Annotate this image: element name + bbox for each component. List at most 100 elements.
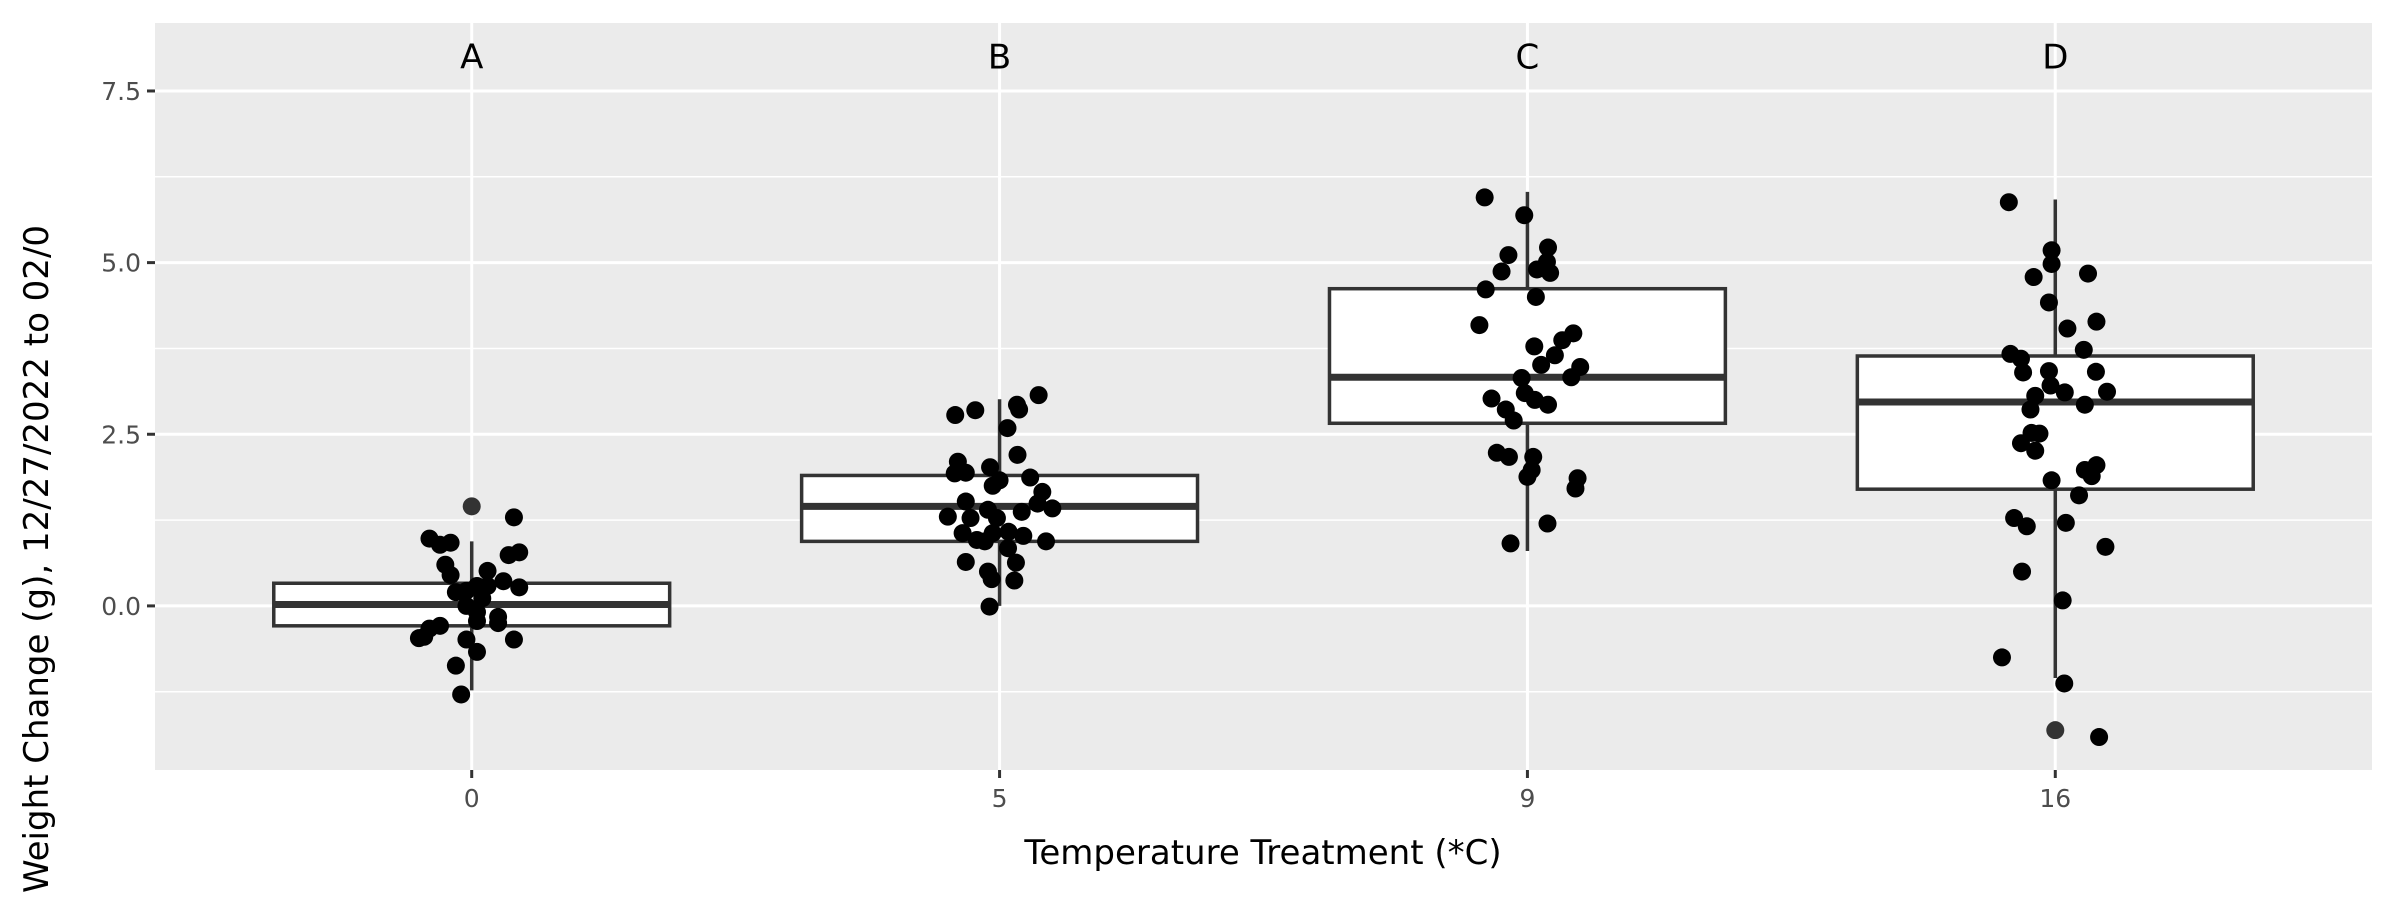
data-point — [504, 630, 523, 649]
outlier-point — [462, 497, 481, 516]
data-point — [457, 630, 476, 649]
x-tick-label: 9 — [1519, 784, 1535, 813]
data-point — [494, 572, 513, 591]
data-point — [1526, 287, 1545, 306]
data-point — [987, 509, 1006, 528]
data-point — [2053, 591, 2072, 610]
data-point — [409, 629, 428, 648]
data-point — [2042, 254, 2061, 273]
outlier-point — [2046, 721, 2065, 740]
group-letter-label: A — [460, 38, 483, 78]
boxes — [272, 191, 2255, 740]
data-point — [2058, 319, 2077, 338]
data-point — [2042, 471, 2061, 490]
data-point — [2074, 340, 2093, 359]
data-point — [966, 401, 985, 420]
data-point — [1504, 411, 1523, 430]
data-point — [1005, 571, 1024, 590]
data-point — [956, 463, 975, 482]
data-point — [1029, 386, 1048, 405]
data-point — [2096, 537, 2115, 556]
data-point — [961, 509, 980, 528]
data-point — [1992, 648, 2011, 667]
x-tick-label: 0 — [464, 784, 480, 813]
data-point — [2090, 728, 2109, 747]
data-point — [1482, 389, 1501, 408]
data-point — [1470, 316, 1489, 335]
data-point — [452, 685, 471, 704]
data-point — [1037, 532, 1056, 551]
data-point — [2021, 400, 2040, 419]
data-point — [441, 566, 460, 585]
data-point — [1539, 238, 1558, 257]
data-point — [1538, 514, 1557, 533]
data-point — [1512, 368, 1531, 387]
data-point — [1476, 280, 1495, 299]
data-point — [1999, 193, 2018, 212]
data-point — [2086, 362, 2105, 381]
data-point — [2055, 383, 2074, 402]
data-point — [2014, 363, 2033, 382]
data-point — [1562, 368, 1581, 387]
data-point — [1501, 534, 1520, 553]
data-point — [1541, 263, 1560, 282]
data-point — [998, 419, 1017, 438]
data-point — [446, 656, 465, 675]
data-point — [2011, 349, 2030, 368]
data-point — [1021, 468, 1040, 487]
data-point — [2079, 264, 2098, 283]
data-point — [2030, 424, 2049, 443]
data-point — [473, 589, 492, 608]
x-tick-label: 16 — [2039, 784, 2071, 813]
data-point — [1499, 447, 1518, 466]
data-point — [1566, 479, 1585, 498]
y-tick-label: 0.0 — [101, 592, 141, 621]
data-point — [953, 524, 972, 543]
data-point — [1545, 346, 1564, 365]
group-letter-label: B — [988, 38, 1011, 78]
data-point — [1012, 502, 1031, 521]
data-point — [956, 492, 975, 511]
data-point — [1553, 331, 1572, 350]
data-point — [2087, 312, 2106, 331]
data-point — [489, 614, 508, 633]
data-point — [2024, 268, 2043, 287]
group-letter-label: C — [1516, 38, 1540, 78]
group-letter-label: D — [2042, 38, 2068, 78]
data-point — [2026, 386, 2045, 405]
data-point — [999, 539, 1018, 558]
data-point — [1008, 445, 1027, 464]
y-tick-label: 2.5 — [101, 420, 141, 449]
data-point — [1515, 206, 1534, 225]
data-point — [2039, 293, 2058, 312]
y-tick-label: 5.0 — [101, 249, 141, 278]
data-point — [1043, 499, 1062, 518]
data-point — [478, 561, 497, 580]
data-point — [980, 597, 999, 616]
data-point — [2082, 467, 2101, 486]
data-point — [1010, 400, 1029, 419]
group-letters: A B C D — [460, 38, 2068, 78]
data-point — [983, 476, 1002, 495]
data-point — [1475, 188, 1494, 207]
data-point — [1006, 553, 1025, 572]
data-point — [441, 533, 460, 552]
data-point — [946, 406, 965, 425]
data-point — [1492, 262, 1511, 281]
jitter-points — [409, 188, 2117, 747]
data-point — [2070, 486, 2089, 505]
data-point — [510, 578, 529, 597]
data-point — [956, 552, 975, 571]
data-point — [2056, 513, 2075, 532]
data-point — [1532, 355, 1551, 374]
data-point — [999, 522, 1018, 541]
data-point — [1518, 467, 1537, 486]
data-point — [446, 583, 465, 602]
data-point — [938, 507, 957, 526]
data-point — [1524, 447, 1543, 466]
data-point — [467, 642, 486, 661]
data-point — [2026, 441, 2045, 460]
axes: 0.0 2.5 5.0 7.5 0 5 9 16 — [101, 77, 2071, 813]
data-point — [981, 458, 1000, 477]
